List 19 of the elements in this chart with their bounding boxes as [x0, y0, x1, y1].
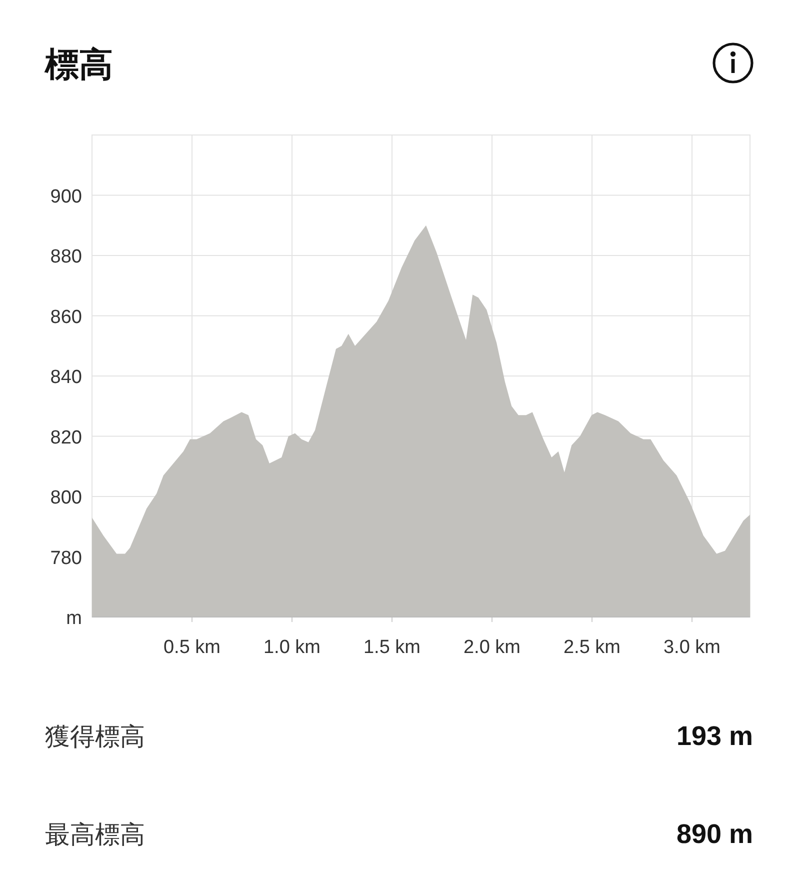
text: 最高標高: [45, 821, 145, 849]
x-tick-label: 1.0 km: [263, 637, 321, 658]
x-tick-label: 3.0 km: [663, 637, 721, 658]
y-tick-label: 880: [50, 246, 82, 268]
y-tick-label: 780: [50, 548, 82, 569]
text: 890 m: [676, 819, 753, 849]
y-tick-label: 900: [50, 186, 82, 208]
y-tick-label: 820: [50, 427, 82, 448]
x-tick-label: 2.5 km: [563, 637, 621, 658]
x-tick-label: 0.5 km: [163, 637, 221, 658]
x-tick-label: 1.5 km: [363, 637, 421, 658]
text: 193 m: [676, 721, 753, 751]
chart-title: 標高: [44, 46, 113, 84]
x-tick-label: 2.0 km: [463, 637, 521, 658]
y-tick-label: m: [66, 608, 82, 629]
y-tick-label: 840: [50, 367, 82, 388]
text: 獲得標高: [45, 723, 145, 751]
y-tick-label: 800: [50, 488, 82, 508]
y-tick-label: 860: [50, 306, 82, 328]
